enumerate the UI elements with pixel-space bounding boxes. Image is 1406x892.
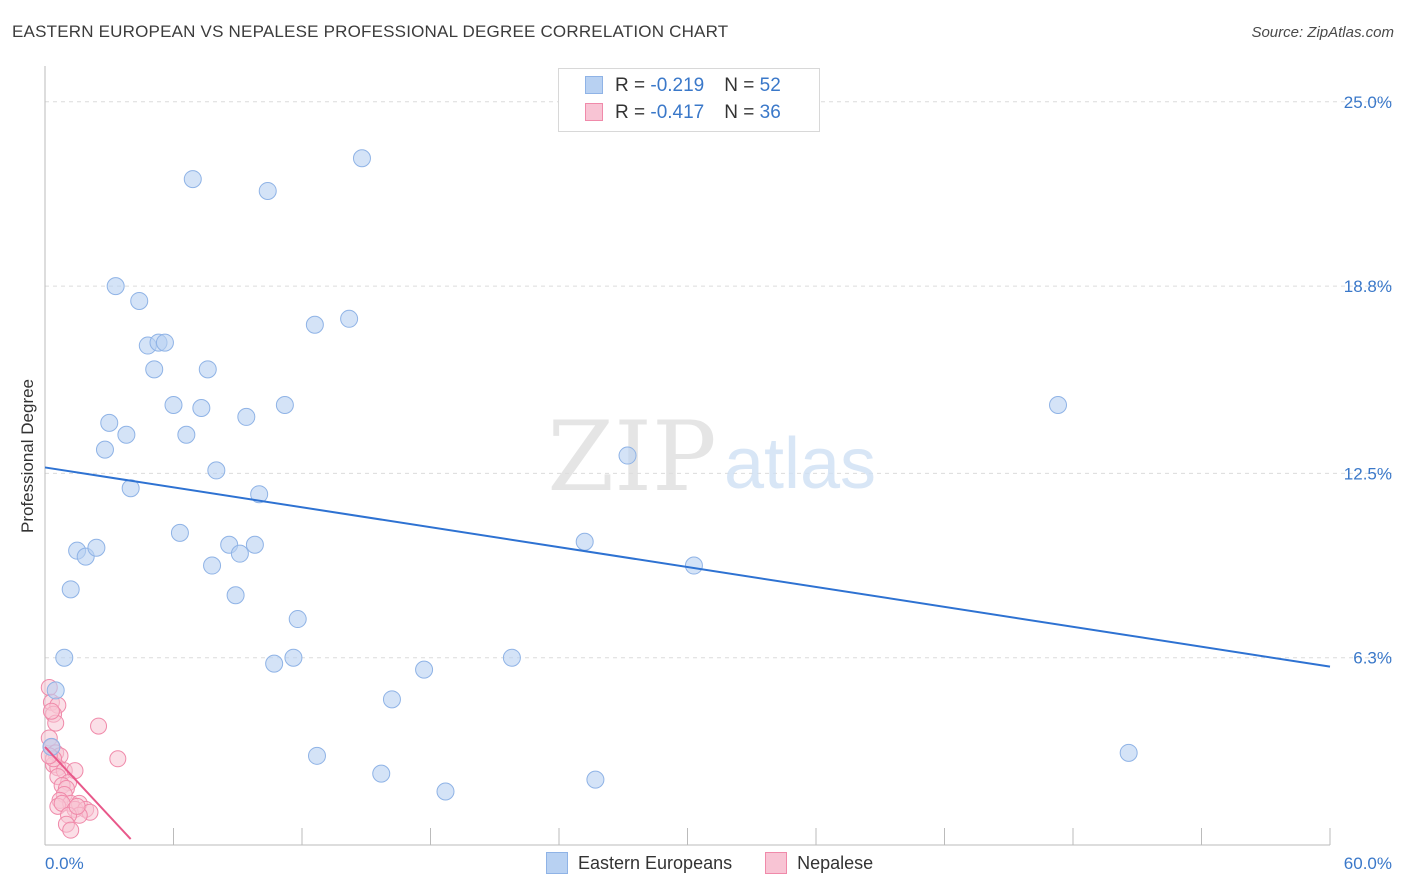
n-value: 36 — [759, 102, 781, 123]
eastern-european-point — [183, 170, 202, 189]
pink-swatch — [765, 852, 788, 874]
blue-swatch — [546, 852, 568, 874]
eastern-european-point — [1119, 743, 1138, 762]
legend-item-eastern-europeans[interactable]: Eastern Europeans — [546, 852, 732, 874]
eastern-european-point — [436, 782, 455, 801]
eastern-european-point — [307, 746, 326, 765]
eastern-european-point — [684, 556, 703, 575]
legend-row-nepalese: R = -0.417 N = 36 — [585, 102, 781, 126]
n-label: N = — [724, 75, 760, 96]
eastern-european-point — [1049, 396, 1068, 415]
eastern-european-point — [95, 440, 114, 459]
eastern-european-point — [46, 681, 65, 700]
legend-row-eastern-europeans: R = -0.219 N = 52 — [585, 75, 781, 99]
nepalese-point — [90, 717, 108, 735]
r-value: -0.219 — [650, 75, 705, 96]
eastern-european-point — [145, 360, 164, 379]
watermark-atlas: atlas — [724, 424, 876, 504]
eastern-european-point — [207, 461, 226, 480]
n-label: N = — [724, 102, 760, 123]
eastern-european-point — [415, 660, 434, 679]
eastern-european-point — [203, 556, 222, 575]
r-label: R = — [615, 75, 651, 96]
gridlines — [45, 101, 1392, 659]
eastern-european-point — [245, 535, 264, 554]
eastern-european-point — [198, 360, 217, 379]
eastern-european-point — [372, 764, 391, 783]
n-value: 52 — [759, 75, 781, 96]
eastern-european-point — [55, 648, 74, 667]
eastern-european-point — [87, 538, 106, 557]
watermark: ZIP atlas — [547, 401, 876, 513]
pink-swatch — [585, 103, 603, 121]
nepalese-points — [40, 678, 127, 839]
eastern-european-point — [340, 309, 359, 328]
nepalese-point — [42, 702, 60, 720]
eastern-european-point — [586, 770, 605, 789]
eastern-european-point — [192, 398, 211, 417]
eastern-european-point — [305, 315, 324, 334]
eastern-european-point — [288, 610, 307, 629]
eastern-european-point — [164, 396, 183, 415]
eastern-european-point — [117, 425, 136, 444]
nepalese-point — [62, 821, 80, 839]
y-axis-label: Professional Degree — [18, 379, 37, 533]
eastern-european-point — [226, 586, 245, 605]
eastern-european-point — [575, 532, 594, 551]
y-tick-label: 25.0% — [1344, 93, 1392, 112]
legend-label: Nepalese — [797, 853, 874, 873]
nepalese-point — [68, 797, 86, 815]
eastern-european-point — [618, 446, 637, 465]
eastern-european-point — [265, 654, 284, 673]
eastern-european-point — [177, 425, 196, 444]
eastern-europeans-trendline — [44, 466, 1331, 668]
blue-swatch — [585, 76, 603, 94]
r-label: R = — [615, 102, 651, 123]
eastern-european-point — [237, 407, 256, 426]
eastern-european-point — [106, 277, 125, 296]
correlation-legend: R = -0.219 N = 52 R = -0.417 N = 36 — [558, 68, 820, 132]
nepalese-point — [109, 750, 127, 768]
eastern-european-point — [258, 181, 277, 200]
eastern-european-point — [382, 690, 401, 709]
eastern-european-point — [352, 149, 371, 168]
eastern-european-point — [284, 648, 303, 667]
eastern-european-point — [250, 485, 269, 504]
eastern-european-points — [42, 149, 1138, 801]
eastern-european-point — [170, 523, 189, 542]
x-tick-label: 60.0% — [1344, 854, 1392, 873]
legend-label: Eastern Europeans — [578, 853, 733, 873]
tick-labels: 6.3% 12.5% 18.8% 25.0% 0.0% 60.0% — [45, 93, 1392, 873]
eastern-european-point — [61, 580, 80, 599]
legend-item-nepalese[interactable]: Nepalese — [765, 852, 873, 874]
eastern-european-point — [502, 648, 521, 667]
y-tick-label: 6.3% — [1353, 649, 1392, 668]
source-label: Source: ZipAtlas.com — [1251, 24, 1394, 41]
eastern-european-point — [155, 333, 174, 352]
eastern-european-point — [42, 737, 61, 756]
eastern-european-point — [100, 413, 119, 432]
nepalese-trendline — [44, 746, 132, 840]
eastern-european-point — [275, 396, 294, 415]
series-legend: Eastern Europeans Nepalese — [546, 852, 901, 874]
y-tick-label: 12.5% — [1344, 464, 1392, 483]
eastern-european-point — [230, 544, 249, 563]
y-tick-label: 18.8% — [1344, 277, 1392, 296]
chart-title: EASTERN EUROPEAN VS NEPALESE PROFESSIONA… — [12, 22, 729, 41]
x-tick-label: 0.0% — [45, 854, 84, 873]
r-value: -0.417 — [650, 102, 705, 123]
eastern-european-point — [130, 291, 149, 310]
trendlines — [44, 466, 1331, 840]
